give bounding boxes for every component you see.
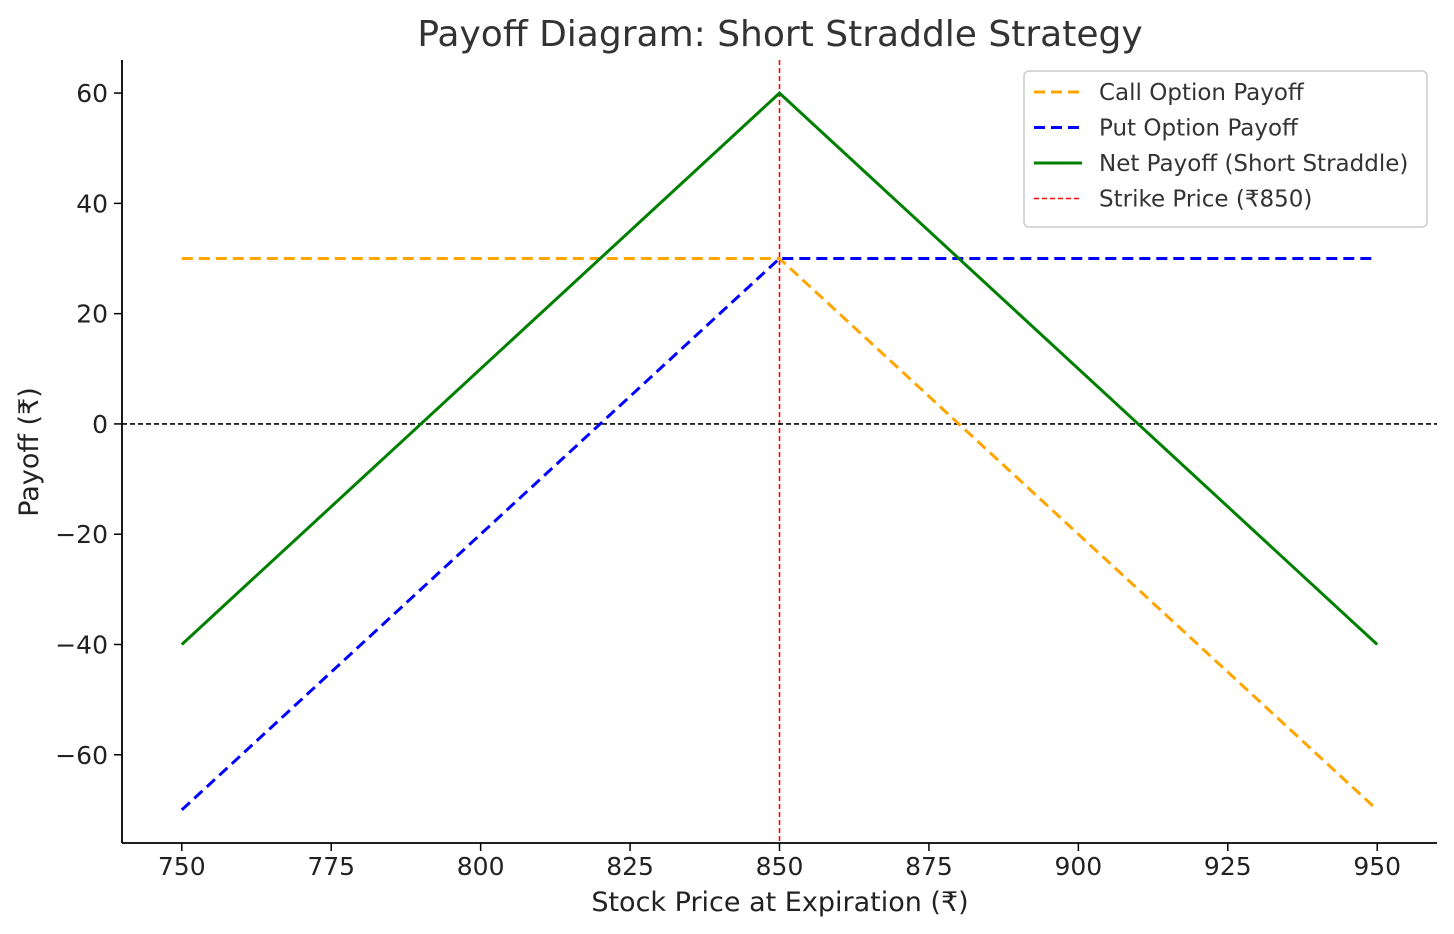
series-line-2 <box>180 91 1379 646</box>
series-line-0 <box>181 257 1379 812</box>
x-tick-label: 850 <box>756 852 804 881</box>
legend-label: Put Option Payoff <box>1099 116 1299 142</box>
x-tick-label: 800 <box>457 852 505 881</box>
y-tick-label: 60 <box>76 79 108 108</box>
x-tick-label: 925 <box>1204 852 1252 881</box>
ticks: 750 775 800 825 850 875 900 925 950 −60 −40 −20 0 20 4… <box>55 79 1401 881</box>
series-line-1 <box>180 257 1378 812</box>
x-tick-label: 875 <box>905 852 953 881</box>
x-tick-label: 950 <box>1353 852 1401 881</box>
x-tick-label: 750 <box>158 852 206 881</box>
reference-lines <box>122 60 1437 843</box>
y-axis-title: Payoff (₹) <box>14 387 45 517</box>
chart-title: Payoff Diagram: Short Straddle Strategy <box>417 14 1142 55</box>
legend-box <box>1023 70 1428 228</box>
legend-label: Strike Price (₹850) <box>1099 187 1312 213</box>
y-tick-label: 0 <box>92 410 108 439</box>
legend-label: Call Option Payoff <box>1099 80 1305 106</box>
x-axis-title: Stock Price at Expiration (₹) <box>591 887 968 918</box>
y-tick-label: −60 <box>55 741 108 770</box>
y-tick-label: −20 <box>55 520 108 549</box>
x-tick-label: 900 <box>1055 852 1103 881</box>
y-tick-label: 20 <box>76 300 108 329</box>
legend-label: Net Payoff (Short Straddle) <box>1099 151 1408 177</box>
y-tick-label: −40 <box>55 630 108 659</box>
x-tick-label: 825 <box>606 852 654 881</box>
legend: Call Option Payoff Put Option Payoff Net P… <box>1023 70 1428 228</box>
x-tick-label: 775 <box>307 852 355 881</box>
series-group <box>180 91 1379 812</box>
y-tick-label: 40 <box>76 189 108 218</box>
